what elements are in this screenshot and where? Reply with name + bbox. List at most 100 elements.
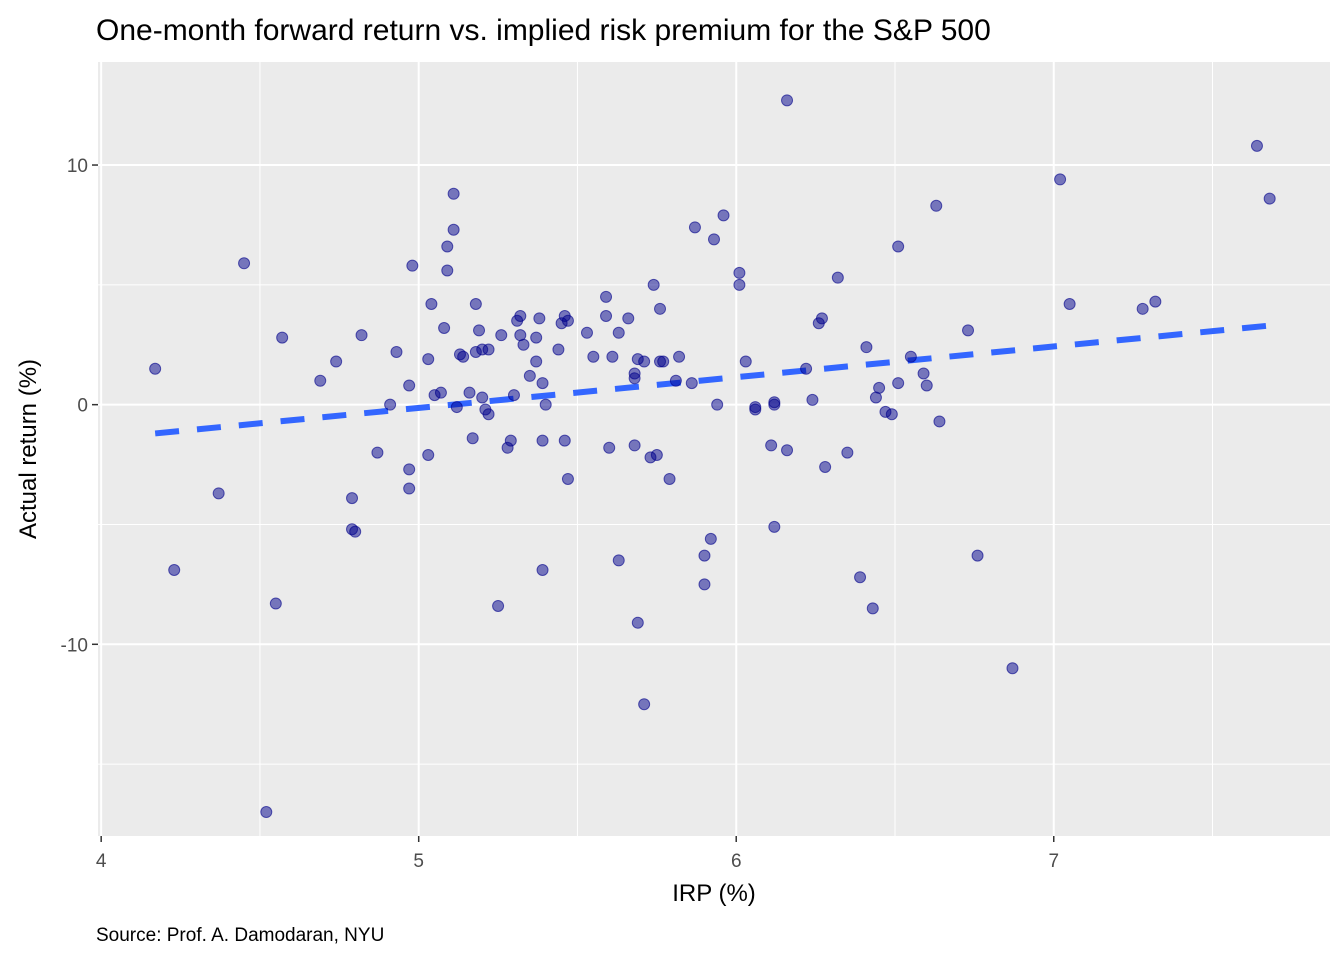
data-point	[149, 362, 162, 375]
minor-gridlines	[98, 62, 1330, 836]
data-point	[504, 434, 517, 447]
data-point	[606, 350, 619, 363]
data-point	[654, 302, 667, 315]
data-point	[441, 264, 454, 277]
data-point	[536, 564, 549, 577]
data-point	[450, 401, 463, 414]
data-point	[841, 446, 854, 459]
data-point	[425, 298, 438, 311]
data-point	[482, 408, 495, 421]
data-point	[622, 312, 635, 325]
data-point	[314, 374, 327, 387]
data-point	[403, 463, 416, 476]
data-point	[806, 393, 819, 406]
data-point	[765, 439, 778, 452]
y-tick-label: -10	[61, 635, 88, 656]
data-point	[873, 381, 886, 394]
data-point	[663, 472, 676, 485]
data-point	[422, 353, 435, 366]
data-point	[885, 408, 898, 421]
data-point	[530, 331, 543, 344]
data-point	[476, 391, 489, 404]
data-point	[971, 549, 984, 562]
data-point	[168, 564, 181, 577]
data-point	[212, 487, 225, 500]
data-point	[650, 448, 663, 461]
data-point	[403, 379, 416, 392]
data-point	[739, 355, 752, 368]
data-point	[1250, 139, 1263, 152]
data-point	[920, 379, 933, 392]
data-point	[685, 377, 698, 390]
data-point	[580, 326, 593, 339]
data-point	[384, 398, 397, 411]
data-point	[561, 314, 574, 327]
data-point	[473, 324, 486, 337]
data-point	[698, 549, 711, 562]
data-point	[904, 350, 917, 363]
data-point	[638, 698, 651, 711]
data-point	[469, 298, 482, 311]
data-point	[466, 432, 479, 445]
data-point	[276, 331, 289, 344]
data-point	[917, 367, 930, 380]
x-tick-label: 5	[413, 851, 424, 872]
data-points	[149, 94, 1276, 819]
data-point	[330, 355, 343, 368]
data-point	[600, 310, 613, 323]
data-point	[704, 532, 717, 545]
x-tick-label: 6	[731, 851, 742, 872]
data-point	[628, 372, 641, 385]
data-point	[854, 571, 867, 584]
source-caption: Source: Prof. A. Damodaran, NYU	[96, 925, 384, 946]
data-point	[612, 554, 625, 567]
data-point	[673, 350, 686, 363]
data-point	[892, 377, 905, 390]
data-point	[866, 602, 879, 615]
data-point	[1063, 298, 1076, 311]
data-point	[600, 290, 613, 303]
data-point	[933, 415, 946, 428]
data-point	[492, 599, 505, 612]
y-tick-label: 0	[77, 396, 88, 417]
data-point	[517, 338, 530, 351]
data-point	[831, 271, 844, 284]
data-point	[355, 329, 368, 342]
data-point	[406, 259, 419, 272]
data-point	[495, 329, 508, 342]
data-point	[536, 377, 549, 390]
plot-panel	[98, 62, 1330, 836]
data-point	[260, 806, 273, 819]
data-point	[530, 355, 543, 368]
data-point	[781, 444, 794, 457]
data-point	[238, 257, 251, 270]
data-point	[688, 221, 701, 234]
data-point	[349, 525, 362, 538]
data-point	[781, 94, 794, 107]
data-point	[269, 597, 282, 610]
chart-title: One-month forward return vs. implied ris…	[96, 14, 991, 47]
data-point	[930, 199, 943, 212]
data-point	[447, 187, 460, 200]
data-point	[403, 482, 416, 495]
data-point	[892, 240, 905, 253]
data-point	[768, 520, 781, 533]
data-point	[628, 439, 641, 452]
x-tick-label: 4	[96, 851, 107, 872]
data-point	[552, 343, 565, 356]
data-point	[434, 386, 447, 399]
data-point	[587, 350, 600, 363]
data-point	[536, 434, 549, 447]
data-point	[800, 362, 813, 375]
data-point	[657, 355, 670, 368]
x-axis-label: IRP (%)	[672, 880, 756, 907]
trend-line	[154, 322, 1270, 437]
data-point	[717, 209, 730, 222]
data-point	[346, 492, 359, 505]
data-point	[603, 441, 616, 454]
data-point	[708, 233, 720, 246]
data-point	[558, 434, 571, 447]
data-point	[631, 616, 644, 629]
y-tick-label: 10	[67, 156, 88, 177]
